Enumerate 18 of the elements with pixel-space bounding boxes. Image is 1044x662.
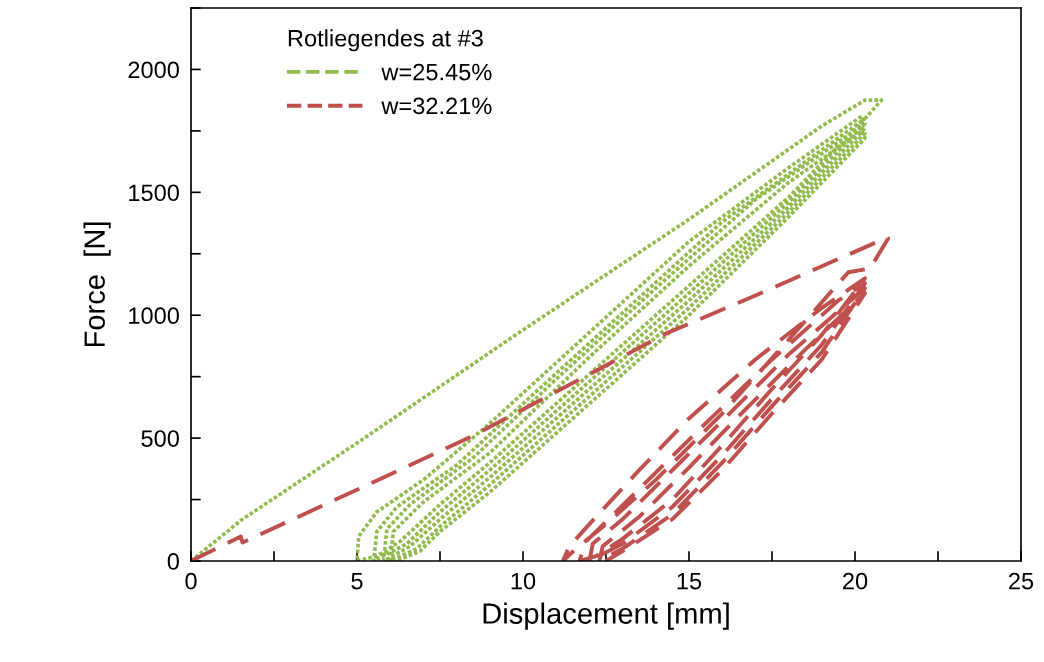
line-series <box>191 98 884 561</box>
y-tick-label: 2000 <box>128 61 179 79</box>
y-axis-title: Force [N] <box>83 222 111 347</box>
y-tick-label: 1500 <box>129 184 179 202</box>
x-tick-label: 20 <box>843 572 868 590</box>
y-tick-label: 0 <box>167 553 179 570</box>
x-tick-label: 25 <box>1009 572 1034 590</box>
x-tick-label: 15 <box>677 572 702 590</box>
y-tick-label: 500 <box>141 430 179 447</box>
y-tick-label: 1000 <box>129 307 179 325</box>
legend-label: w=25.45% <box>381 63 492 81</box>
x-tick-label: 0 <box>185 572 197 590</box>
line-series <box>191 236 891 561</box>
x-axis-title: Displacement [mm] <box>483 602 729 630</box>
legend-label: w=32.21% <box>381 97 492 115</box>
legend-title: Rotliegendes at #3 <box>288 29 483 52</box>
x-tick-label: 5 <box>351 572 363 590</box>
x-tick-label: 10 <box>511 572 536 590</box>
